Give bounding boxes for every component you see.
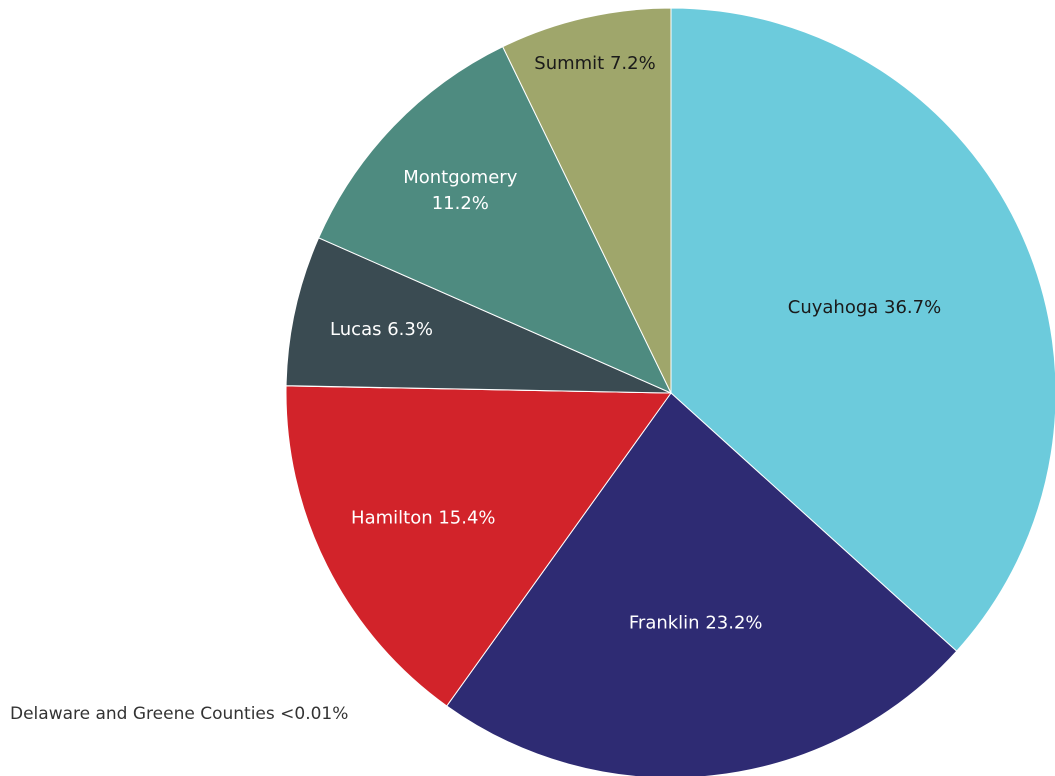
slice-label-summit: Summit 7.2% [534, 53, 655, 74]
slice-label-hamilton: Hamilton 15.4% [351, 507, 495, 528]
pie-labels: Cuyahoga 36.7% Franklin 23.2% Hamilton 15.… [330, 53, 941, 634]
pie-slices [285, 7, 1055, 776]
slice-label-delaware-greene: Delaware and Greene Counties <0.01% [10, 704, 349, 724]
slice-summit [502, 7, 672, 394]
slice-lucas [285, 237, 672, 394]
slice-label-franklin: Franklin 23.2% [629, 613, 763, 634]
slice-label-lucas: Lucas 6.3% [330, 319, 433, 340]
slice-cuyahoga [670, 7, 1055, 652]
slice-hamilton [285, 385, 672, 707]
slice-label-montgomery: Montgomery 11.2% [403, 167, 517, 214]
slice-montgomery [317, 46, 673, 395]
slice-label-cuyahoga: Cuyahoga 36.7% [788, 297, 941, 318]
